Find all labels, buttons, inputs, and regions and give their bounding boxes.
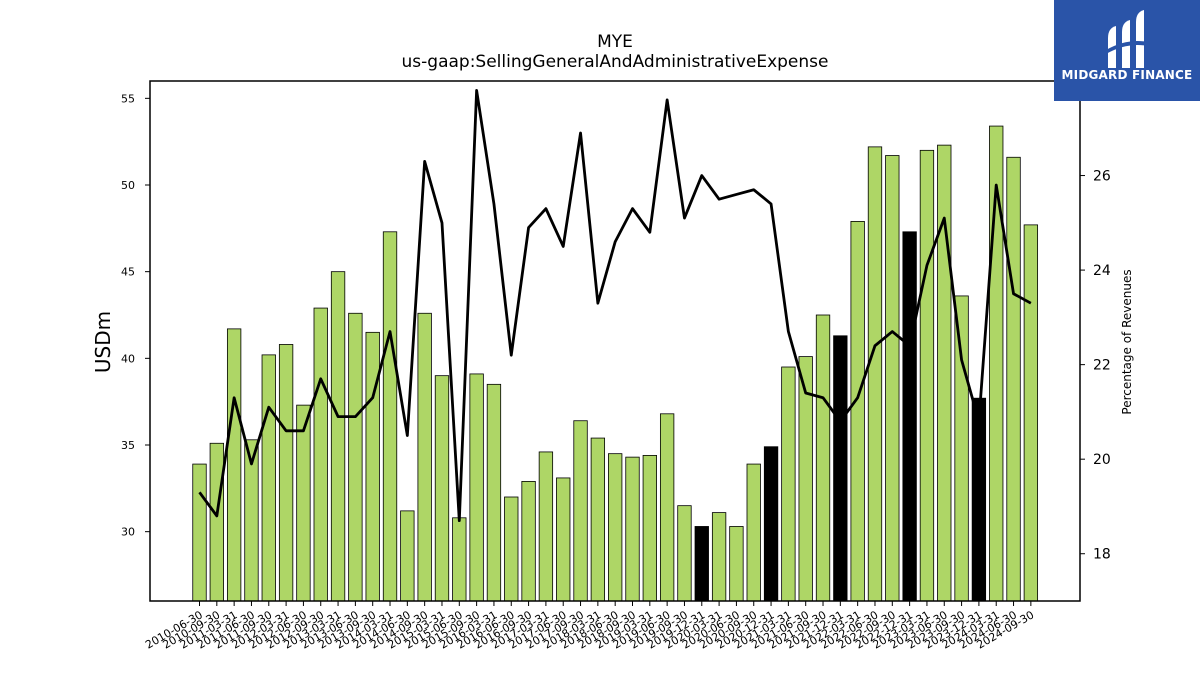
y-tick-label: 30 — [121, 526, 135, 539]
bar — [677, 505, 692, 602]
y2-tick-label: 22 — [1093, 358, 1111, 374]
bar — [694, 526, 709, 602]
y-tick-label: 45 — [121, 266, 135, 279]
y2-tick-label: 24 — [1093, 263, 1111, 279]
bar — [937, 144, 952, 602]
bar — [885, 155, 900, 602]
bar — [711, 512, 727, 602]
bar — [486, 383, 502, 602]
line-path — [198, 89, 1032, 523]
y-axis-label: USDm — [91, 311, 115, 373]
bar — [382, 231, 398, 602]
bar — [504, 496, 519, 602]
bar — [954, 295, 969, 602]
bar — [452, 517, 467, 602]
bar — [902, 231, 917, 602]
bar — [1023, 224, 1039, 602]
left-axis: 30 35 40 45 50 55 — [121, 92, 150, 539]
bar — [763, 446, 779, 602]
bar — [625, 456, 640, 602]
chart-subtitle: us-gaap:SellingGeneralAndAdministrativeE… — [401, 52, 829, 72]
line-series — [198, 89, 1032, 523]
chart-title: MYE — [597, 32, 633, 52]
brand-logo: MIDGARD FINANCE — [1054, 0, 1200, 101]
bar — [226, 328, 242, 602]
y2-tick-label: 20 — [1093, 452, 1111, 468]
y2-tick-label: 26 — [1093, 169, 1111, 185]
bar — [400, 510, 415, 602]
bar — [815, 314, 831, 602]
bar — [867, 146, 883, 602]
bar — [469, 373, 484, 602]
logo-mark-icon — [1106, 10, 1148, 68]
y-tick-label: 55 — [121, 92, 135, 105]
bar — [573, 420, 588, 602]
right-axis: 18 20 22 24 26 — [1080, 169, 1111, 563]
bar — [608, 453, 623, 602]
bar — [296, 404, 311, 602]
bar — [833, 335, 848, 602]
bar — [192, 463, 207, 602]
y2-tick-label: 18 — [1093, 547, 1111, 563]
bar — [417, 312, 432, 602]
bar — [642, 454, 657, 602]
bar — [278, 344, 294, 602]
bar — [590, 437, 606, 602]
bar — [729, 526, 744, 602]
bar — [313, 307, 328, 602]
y-tick-label: 40 — [121, 352, 135, 365]
bar — [850, 220, 865, 602]
bar — [365, 331, 380, 602]
bar — [521, 480, 536, 602]
bar — [1006, 156, 1021, 602]
bar — [971, 397, 987, 602]
bar — [434, 375, 450, 602]
bar — [330, 271, 346, 602]
x-axis: 2010-06-302010-09-302011-03-312011-06-30… — [143, 601, 1036, 652]
bar — [659, 413, 675, 602]
logo-text: MIDGARD FINANCE — [1061, 68, 1193, 82]
bar — [781, 366, 796, 602]
bar — [746, 463, 761, 602]
y-tick-label: 35 — [121, 439, 135, 452]
bar-series — [192, 125, 1039, 602]
bar — [919, 149, 935, 602]
bar — [348, 312, 363, 602]
bar — [261, 354, 276, 602]
bar — [556, 477, 571, 602]
y-tick-label: 50 — [121, 179, 135, 192]
bar — [538, 451, 554, 602]
y2-axis-label: Percentage of Revenues — [1120, 269, 1134, 414]
bar — [209, 442, 224, 602]
